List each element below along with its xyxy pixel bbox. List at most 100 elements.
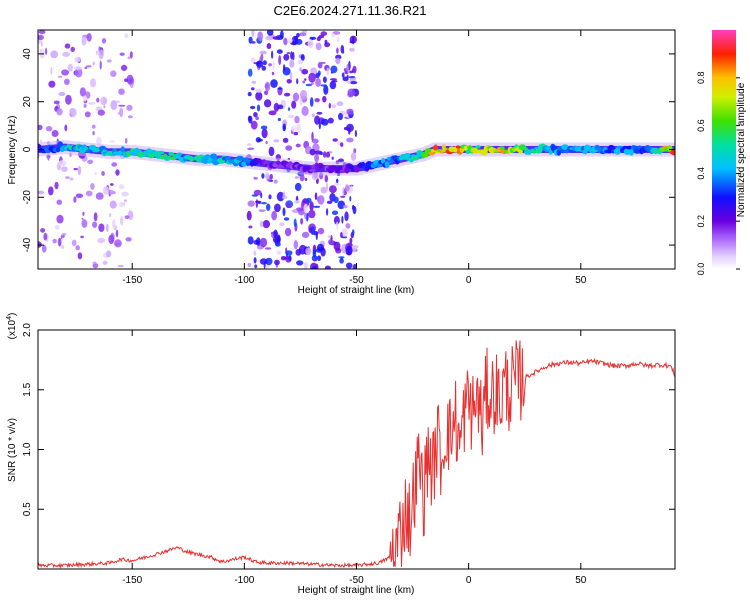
noise-speck — [109, 183, 114, 186]
noise-speck — [338, 158, 344, 163]
x-tick-label: 50 — [575, 275, 587, 286]
ridge-blob — [224, 155, 231, 161]
noise-speck — [77, 252, 83, 260]
noise-speck — [338, 256, 345, 259]
noise-speck — [328, 102, 331, 109]
noise-speck — [320, 84, 328, 87]
noise-speck — [309, 97, 314, 107]
noise-speck — [335, 57, 341, 65]
noise-speck — [296, 123, 301, 133]
noise-speck — [333, 196, 339, 204]
noise-speck — [323, 151, 327, 158]
noise-speck — [285, 145, 293, 151]
noise-speck — [301, 68, 309, 75]
noise-speck — [301, 231, 310, 238]
ridge-blob — [275, 160, 281, 165]
colorbar-tick-label: 0.8 — [696, 72, 706, 85]
noise-speck — [253, 189, 262, 196]
noise-speck — [290, 51, 293, 60]
noise-speck — [255, 88, 262, 93]
noise-speck — [288, 255, 292, 261]
ridge-blob — [463, 145, 469, 151]
noise-speck — [345, 245, 353, 256]
noise-speck — [83, 103, 87, 108]
noise-speck — [255, 91, 263, 101]
noise-speck — [264, 247, 272, 250]
noise-speck — [315, 72, 320, 79]
noise-speck — [295, 143, 301, 148]
noise-speck — [248, 115, 253, 124]
noise-speck — [67, 63, 74, 72]
x-tick-label: -50 — [349, 275, 364, 286]
noise-speck — [95, 50, 98, 55]
y-tick-label: -20 — [22, 190, 33, 205]
ridge-blob — [348, 164, 354, 170]
noise-speck — [127, 56, 131, 59]
noise-speck — [106, 223, 109, 233]
snr-x-ticks: -150 -100 -50 0 50 — [122, 330, 587, 586]
noise-speck — [117, 264, 124, 268]
noise-speck — [340, 257, 344, 261]
ridge-blob — [535, 148, 543, 154]
noise-speck — [38, 34, 44, 40]
noise-speck — [352, 65, 357, 74]
noise-speck — [111, 162, 118, 167]
noise-speck — [81, 36, 87, 46]
noise-speck — [286, 79, 292, 84]
noise-speck — [247, 236, 254, 245]
noise-speck — [77, 165, 82, 176]
noise-speck — [251, 194, 258, 197]
noise-speck — [70, 46, 75, 53]
noise-speck — [348, 76, 356, 79]
noise-speck — [119, 201, 124, 208]
noise-speck — [54, 181, 59, 190]
noise-speck — [293, 218, 297, 227]
noise-speck — [293, 209, 298, 213]
noise-speck — [350, 152, 357, 162]
noise-speck — [268, 194, 272, 200]
noise-speck — [306, 197, 312, 203]
noise-speck — [53, 100, 60, 105]
ridge-blob — [518, 149, 523, 154]
noise-speck — [65, 94, 72, 105]
noise-speck — [124, 137, 128, 144]
noise-speck — [314, 115, 321, 125]
noise-speck — [105, 250, 112, 258]
noise-speck — [336, 47, 339, 54]
y-tick-label: 20 — [22, 96, 33, 108]
noise-speck — [130, 84, 134, 89]
noise-speck — [110, 70, 117, 77]
noise-speck — [351, 244, 358, 253]
noise-speck — [297, 59, 303, 65]
noise-speck — [314, 98, 320, 103]
noise-speck — [282, 137, 289, 143]
ridge-blob — [459, 147, 465, 153]
noise-speck — [101, 171, 105, 176]
noise-speck — [326, 200, 333, 204]
noise-speck — [316, 111, 323, 115]
noise-speck — [349, 70, 354, 74]
noise-speck — [318, 122, 321, 130]
noise-speck — [348, 127, 351, 135]
noise-speck — [57, 237, 62, 247]
noise-speck — [97, 237, 106, 244]
noise-speck — [330, 78, 337, 81]
noise-speck — [331, 156, 334, 160]
noise-speck — [259, 237, 268, 248]
colorbar-tick-label: 0.4 — [696, 167, 706, 180]
y-tick-label: 1.5 — [22, 382, 33, 396]
noise-speck — [127, 115, 133, 119]
snr-frame — [37, 329, 676, 570]
noise-speck — [342, 50, 345, 54]
noise-speck — [85, 65, 92, 68]
noise-speck — [282, 123, 287, 132]
noise-speck — [341, 215, 344, 224]
noise-speck — [92, 221, 98, 228]
y-tick-label: 1.0 — [22, 442, 33, 456]
noise-speck — [256, 60, 264, 68]
noise-speck — [83, 95, 87, 102]
noise-speck — [273, 102, 280, 112]
noise-speck — [98, 49, 104, 60]
noise-speck — [289, 72, 293, 81]
noise-speck — [261, 65, 267, 71]
